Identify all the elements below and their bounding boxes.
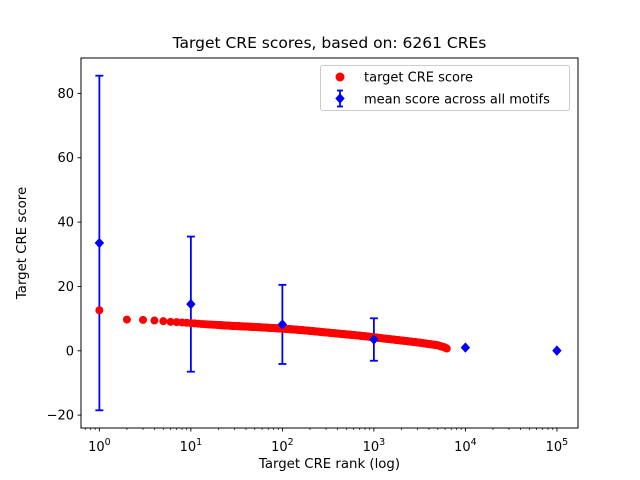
mean-score-point [552,345,562,356]
y-tick-label: 20 [57,280,74,295]
x-tick-label: 102 [271,437,294,455]
mean-score-point [94,237,105,249]
target-score-point [166,317,175,326]
x-tick-label: 101 [180,437,203,455]
legend-label-target-score: target CRE score [364,71,473,86]
mean-score-point [277,319,288,330]
x-tick-label: 105 [546,437,569,455]
mean-score-point [369,334,379,345]
target-score-point [159,317,168,326]
legend-marker-mean-score [335,89,345,108]
y-tick-label: −20 [47,409,74,424]
legend-box [320,65,570,111]
legend-label-mean-score: mean score across all motifs [364,93,550,108]
mean-score-point [460,342,471,353]
target-score-point [442,344,451,353]
target-score-point [150,316,159,325]
chart-title: Target CRE scores, based on: 6261 CREs [172,34,487,52]
x-tick-label: 100 [88,437,111,455]
mean-score-series [94,237,562,356]
legend-marker-target-score [335,72,345,82]
plot-area-frame [80,57,579,429]
y-tick-label: 80 [57,87,74,102]
target-score-point [139,315,148,324]
target-score-point [95,306,104,315]
target-score-series [95,306,451,353]
axes-ticks: 100 101 102 103 104 105 −20 0 20 40 60 80 [47,87,569,455]
x-axis-label: Target CRE rank (log) [258,457,400,472]
x-tick-label: 103 [363,437,386,455]
x-tick-label: 104 [454,437,477,455]
y-tick-label: 40 [57,216,74,231]
mean-score-errorbars [95,74,378,412]
target-score-point [122,315,131,324]
y-tick-label: 60 [57,151,74,166]
y-tick-label: 0 [66,344,74,359]
y-axis-label: Target CRE score [15,187,30,300]
mean-score-point [186,298,196,310]
legend: target CRE score mean score across all m… [320,65,570,111]
